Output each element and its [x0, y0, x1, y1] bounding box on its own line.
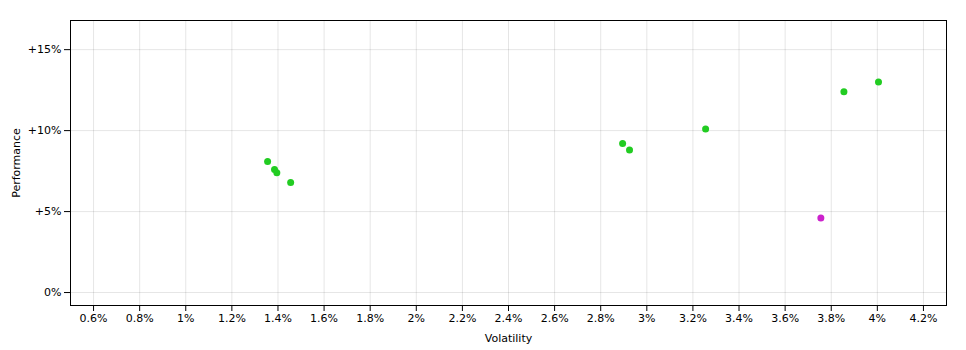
svg-text:1.4%: 1.4% — [264, 312, 292, 325]
svg-text:4.2%: 4.2% — [909, 312, 937, 325]
svg-text:+15%: +15% — [28, 43, 62, 56]
svg-text:2%: 2% — [408, 312, 425, 325]
svg-text:3.2%: 3.2% — [679, 312, 707, 325]
svg-text:0.8%: 0.8% — [126, 312, 154, 325]
svg-text:4%: 4% — [869, 312, 886, 325]
svg-text:+10%: +10% — [28, 124, 62, 137]
svg-text:2.8%: 2.8% — [587, 312, 615, 325]
svg-text:3.8%: 3.8% — [817, 312, 845, 325]
svg-text:1.8%: 1.8% — [356, 312, 384, 325]
svg-text:Performance: Performance — [10, 128, 23, 198]
svg-text:2.4%: 2.4% — [495, 312, 523, 325]
svg-text:2.6%: 2.6% — [541, 312, 569, 325]
svg-text:0%: 0% — [44, 286, 61, 299]
svg-text:1.6%: 1.6% — [310, 312, 338, 325]
svg-text:Volatility: Volatility — [485, 332, 533, 345]
svg-text:3.4%: 3.4% — [725, 312, 753, 325]
svg-text:3%: 3% — [638, 312, 655, 325]
svg-text:3.6%: 3.6% — [771, 312, 799, 325]
svg-text:+5%: +5% — [35, 205, 62, 218]
svg-text:2.2%: 2.2% — [448, 312, 476, 325]
svg-text:0.6%: 0.6% — [80, 312, 108, 325]
svg-text:1%: 1% — [177, 312, 194, 325]
svg-text:1.2%: 1.2% — [218, 312, 246, 325]
